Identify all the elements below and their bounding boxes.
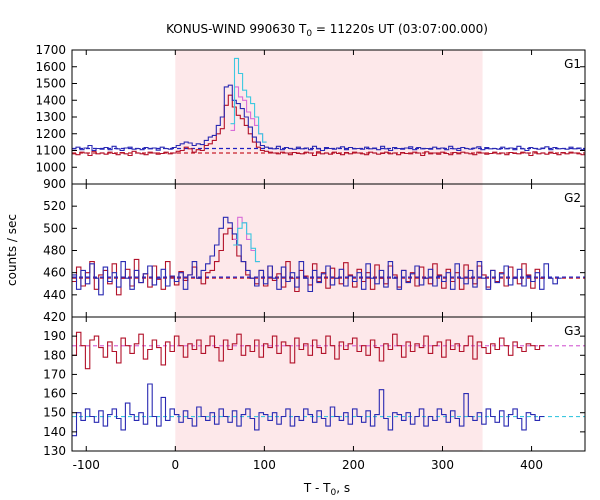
y-tick-label: 420 (43, 310, 66, 324)
y-tick-label: 180 (43, 348, 66, 362)
x-axis: -100 0 100 200 300 400 (73, 458, 543, 472)
panel-plot-area (72, 216, 585, 296)
y-tick-label: 1000 (35, 160, 66, 174)
x-tick-label: -100 (73, 458, 100, 472)
y-tick-label: 1200 (35, 127, 66, 141)
series-red-g1 (72, 94, 585, 157)
y-tick-label: 150 (43, 406, 66, 420)
y-tick-label: 170 (43, 367, 66, 381)
y-tick-label: 1500 (35, 77, 66, 91)
y-tick-label: 1300 (35, 110, 66, 124)
panel-g3: 130 140 150 160 170 180 190 G3 (43, 316, 586, 458)
y-tick-label: 1400 (35, 93, 66, 107)
y-axis-title: counts / sec (5, 214, 19, 286)
y-tick-label: 190 (43, 329, 66, 343)
series-cyan-g2 (233, 222, 260, 263)
x-tick-label: 0 (171, 458, 179, 472)
x-tick-label: 400 (520, 458, 543, 472)
shaded-interval (175, 317, 483, 451)
panel-label: G2 (564, 191, 581, 205)
panel-frame (71, 316, 586, 452)
series-red-g3 (72, 331, 544, 370)
y-tick-label: 1100 (35, 144, 66, 158)
shaded-interval (175, 184, 483, 317)
panel-g1: 900 1000 1100 1200 1300 1400 1500 1600 1700 G1 (35, 43, 586, 191)
x-tick-label: 300 (431, 458, 454, 472)
y-tick-label: 1700 (35, 43, 66, 57)
chart-title: KONUS-WIND 990630 T0 = 11220s UT (03:07:… (166, 22, 488, 39)
panel-g2: 420 440 460 480 500 520 G2 (43, 183, 586, 324)
y-tick-label: 130 (43, 444, 66, 458)
y-tick-label: 500 (43, 221, 66, 235)
y-tick-label: 440 (43, 288, 66, 302)
panel-label: G3 (564, 324, 581, 338)
y-tick-label: 160 (43, 387, 66, 401)
x-tick-label: 200 (342, 458, 365, 472)
y-tick-label: 1600 (35, 60, 66, 74)
x-axis-title: T - T0, s (303, 481, 350, 498)
panels-layer: 900 1000 1100 1200 1300 1400 1500 1600 1700 G1 420… (35, 43, 586, 458)
series-blue-g3 (72, 383, 544, 437)
y-tick-label: 520 (43, 199, 66, 213)
y-tick-label: 900 (43, 177, 66, 191)
series-blue-g1 (72, 84, 585, 152)
y-tick-label: 460 (43, 266, 66, 280)
y-tick-label: 140 (43, 425, 66, 439)
y-tick-label: 480 (43, 244, 66, 258)
series-cyan-g1 (230, 57, 267, 143)
panel-label: G1 (564, 57, 581, 71)
x-tick-label: 100 (253, 458, 276, 472)
panel-plot-area (72, 57, 585, 157)
panel-plot-area (72, 331, 585, 437)
shaded-interval (175, 50, 483, 184)
series-blue-g2 (72, 216, 562, 296)
